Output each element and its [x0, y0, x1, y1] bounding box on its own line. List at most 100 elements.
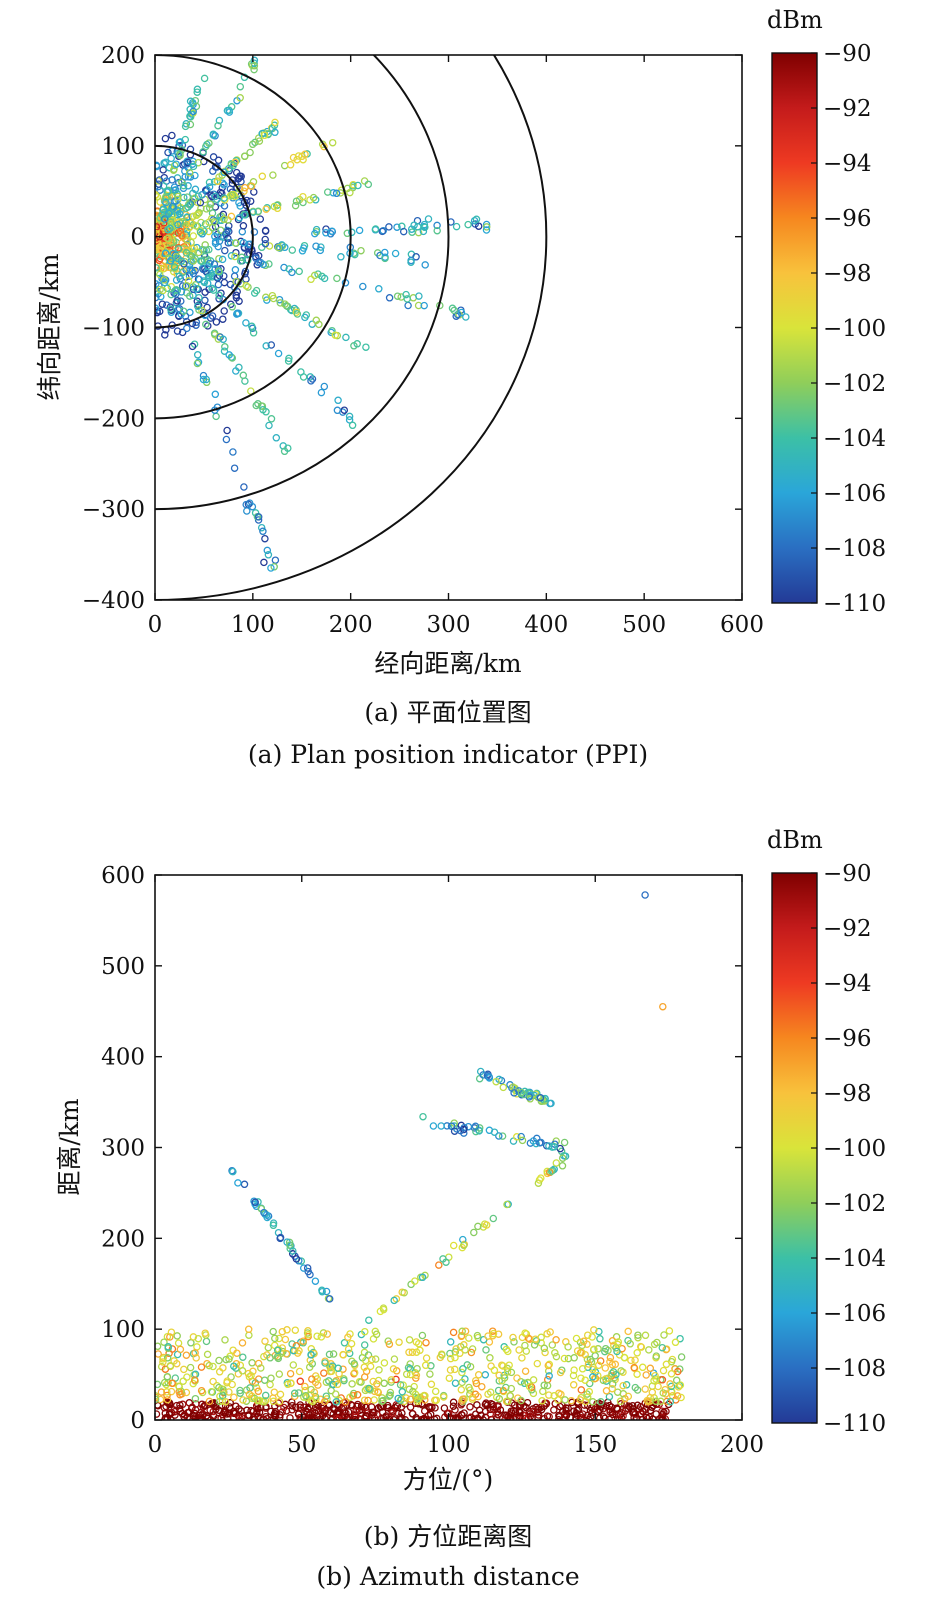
ppi-point [421, 223, 429, 232]
ppi-point [157, 242, 166, 250]
az-point [653, 1338, 661, 1347]
az-point [437, 1122, 445, 1130]
az-point [396, 1381, 405, 1389]
az-point [191, 1394, 200, 1403]
az-point [286, 1241, 294, 1249]
ppi-point [420, 220, 429, 229]
ppi-point [239, 222, 248, 230]
az-point [449, 1328, 458, 1337]
az-point [303, 1264, 312, 1272]
ppi-point [295, 267, 303, 276]
ppi-point [222, 435, 231, 444]
az-point [613, 1347, 621, 1356]
az-point [449, 1402, 458, 1410]
ppi-point [205, 183, 214, 191]
ppi-point [306, 196, 314, 204]
az-point [168, 1379, 176, 1387]
ppi-point [167, 154, 175, 163]
ppi-point [166, 208, 174, 216]
az-point [155, 1342, 162, 1351]
ppi-point [241, 152, 249, 161]
ppi-point [227, 252, 236, 260]
colorbar-tick-label: −108 [823, 1356, 886, 1382]
az-point [304, 1405, 312, 1414]
az-point [176, 1345, 185, 1354]
az-point [479, 1335, 488, 1344]
ppi-point [261, 239, 270, 248]
az-point [163, 1391, 171, 1400]
ppi-point [209, 131, 218, 139]
az-point [605, 1392, 614, 1401]
az-point [580, 1337, 588, 1346]
ppi-point [362, 343, 370, 351]
ppi-point [155, 176, 164, 184]
ppi-point [189, 257, 197, 265]
ppi-point [172, 290, 180, 298]
colorbar-tick-label: −94 [823, 151, 872, 177]
az-point [488, 1400, 497, 1409]
ppi-point [176, 150, 184, 158]
az-point [515, 1407, 523, 1416]
ppi-point [231, 252, 239, 261]
ppi-point [250, 59, 258, 67]
colorbar-tick-label: −98 [823, 1081, 872, 1107]
az-point [536, 1094, 545, 1102]
ppi-point [203, 279, 212, 288]
az-point [392, 1375, 400, 1384]
az-point [495, 1132, 503, 1140]
az-point [207, 1388, 216, 1396]
ppi-point [267, 564, 275, 572]
colorbar-tick-label: −100 [823, 1136, 886, 1162]
az-point [402, 1370, 411, 1378]
ppi-point [254, 513, 263, 521]
ppi-point [289, 153, 298, 162]
az-point [385, 1392, 393, 1400]
x-tick-label: 0 [148, 612, 163, 638]
ppi-point [193, 297, 202, 306]
az-point [376, 1307, 385, 1316]
az-point [159, 1358, 167, 1366]
az-point [648, 1388, 657, 1397]
az-point [183, 1373, 191, 1381]
az-point [301, 1382, 309, 1391]
az-point [327, 1409, 335, 1417]
ppi-point [221, 343, 229, 351]
az-point [608, 1369, 616, 1378]
az-point [543, 1330, 551, 1338]
caption-a-chinese: (a) 平面位置图 [364, 698, 531, 727]
az-point [658, 1343, 667, 1352]
ppi-point [259, 405, 267, 414]
ppi-point [482, 226, 491, 234]
ppi-point [316, 246, 325, 255]
az-point [353, 1402, 361, 1411]
ppi-point [237, 172, 245, 181]
x-tick-label: 400 [524, 612, 568, 638]
az-axes-frame [154, 874, 743, 1421]
az-point [269, 1394, 277, 1402]
ppi-point [250, 61, 259, 70]
az-point [166, 1333, 174, 1341]
az-point [522, 1330, 531, 1338]
ppi-point [214, 121, 222, 130]
ppi-point [215, 291, 223, 299]
ppi-point [248, 322, 256, 331]
az-point [662, 1407, 670, 1416]
az-point [187, 1339, 195, 1347]
ppi-point [182, 281, 191, 290]
az-point [225, 1403, 234, 1411]
ppi-point [196, 198, 205, 207]
az-point [657, 1397, 665, 1406]
az-point [435, 1261, 443, 1269]
ppi-point [254, 258, 263, 267]
az-point [357, 1378, 365, 1386]
az-point [521, 1367, 530, 1375]
ppi-point [258, 172, 267, 181]
az-point [662, 1360, 671, 1369]
ppi-point [246, 197, 255, 205]
az-point [474, 1392, 482, 1401]
az-point [539, 1387, 547, 1396]
ppi-point [385, 294, 394, 302]
ppi-point [255, 137, 264, 145]
az-point [325, 1350, 334, 1359]
colorbar-tick-label: −92 [823, 96, 872, 122]
